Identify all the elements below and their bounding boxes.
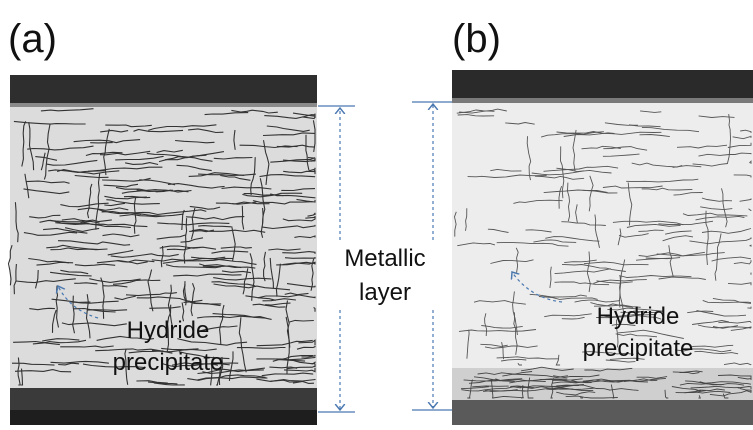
panel-label: (b) [452, 17, 501, 61]
figure: (a) (b) Metallic layer Hydride precipita… [0, 0, 753, 430]
micrograph-b [452, 70, 753, 425]
dimension-label: layer [359, 279, 411, 306]
dimension-label: Metallic [344, 245, 425, 272]
annotation: Hydride [127, 317, 210, 344]
page: {"panels": [ {"label": "(a)", "annotatio… [0, 0, 753, 430]
annotation: precipitate [583, 335, 694, 362]
panel-label: (a) [8, 17, 57, 61]
annotation: Hydride [597, 303, 680, 330]
crack [237, 348, 286, 349]
annotation: precipitate [113, 349, 224, 376]
